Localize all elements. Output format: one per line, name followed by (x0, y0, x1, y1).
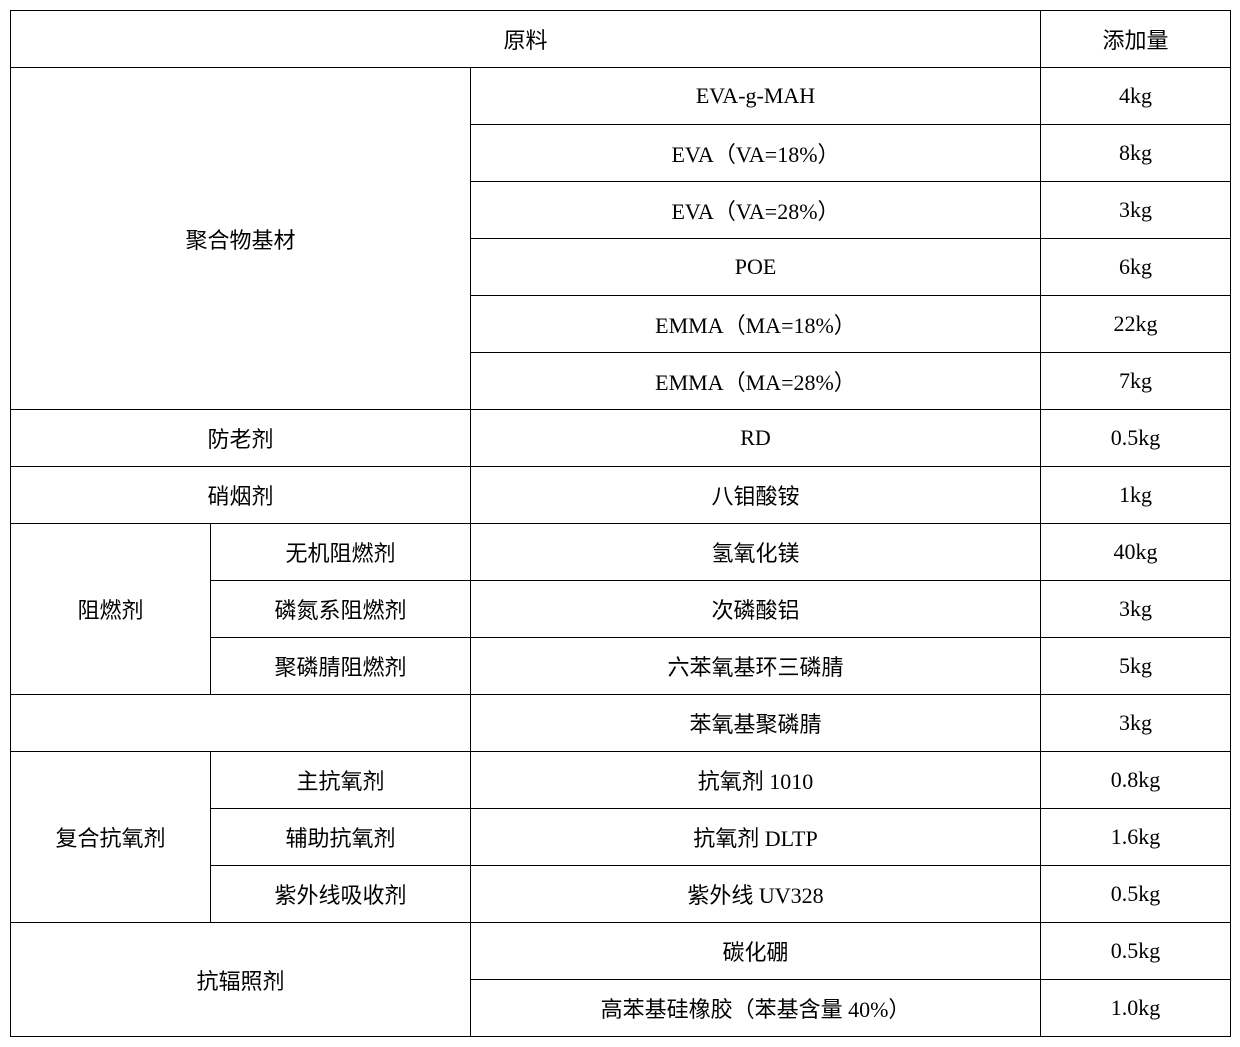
materials-table: 原料 添加量 聚合物基材 EVA-g-MAH 4kg EVA（VA=18%） 8… (10, 10, 1231, 1037)
amount-cell: 0.5kg (1041, 866, 1231, 923)
table-row: 防老剂 RD 0.5kg (11, 410, 1231, 467)
table-row: 抗辐照剂 碳化硼 0.5kg (11, 923, 1231, 980)
table-row: 阻燃剂 无机阻燃剂 氢氧化镁 40kg (11, 524, 1231, 581)
table-row: 苯氧基聚磷腈 3kg (11, 695, 1231, 752)
subcategory-cell: 磷氮系阻燃剂 (211, 581, 471, 638)
amount-cell: 1.0kg (1041, 980, 1231, 1037)
subcategory-cell: 辅助抗氧剂 (211, 809, 471, 866)
material-cell: RD (471, 410, 1041, 467)
material-cell: 抗氧剂 DLTP (471, 809, 1041, 866)
amount-cell: 1kg (1041, 467, 1231, 524)
category-cell: 阻燃剂 (11, 524, 211, 695)
material-cell: EVA（VA=28%） (471, 182, 1041, 239)
material-cell: 碳化硼 (471, 923, 1041, 980)
amount-cell: 4kg (1041, 68, 1231, 125)
material-cell: 抗氧剂 1010 (471, 752, 1041, 809)
subcategory-cell: 聚磷腈阻燃剂 (211, 638, 471, 695)
amount-cell: 3kg (1041, 581, 1231, 638)
material-cell: 紫外线 UV328 (471, 866, 1041, 923)
material-cell: EMMA（MA=18%） (471, 296, 1041, 353)
amount-cell: 6kg (1041, 239, 1231, 296)
subcategory-cell: 紫外线吸收剂 (211, 866, 471, 923)
material-cell: 苯氧基聚磷腈 (471, 695, 1041, 752)
table-row: 聚合物基材 EVA-g-MAH 4kg (11, 68, 1231, 125)
material-cell: 高苯基硅橡胶（苯基含量 40%） (471, 980, 1041, 1037)
table-row: 硝烟剂 八钼酸铵 1kg (11, 467, 1231, 524)
subcategory-cell: 无机阻燃剂 (211, 524, 471, 581)
material-cell: 次磷酸铝 (471, 581, 1041, 638)
amount-cell: 40kg (1041, 524, 1231, 581)
amount-cell: 3kg (1041, 695, 1231, 752)
category-cell: 复合抗氧剂 (11, 752, 211, 923)
amount-cell: 1.6kg (1041, 809, 1231, 866)
amount-cell: 5kg (1041, 638, 1231, 695)
material-cell: 六苯氧基环三磷腈 (471, 638, 1041, 695)
header-raw-material: 原料 (11, 11, 1041, 68)
amount-cell: 7kg (1041, 353, 1231, 410)
amount-cell: 0.5kg (1041, 410, 1231, 467)
subcategory-cell: 主抗氧剂 (211, 752, 471, 809)
category-cell: 抗辐照剂 (11, 923, 471, 1037)
category-cell-blank (11, 695, 471, 752)
category-cell: 防老剂 (11, 410, 471, 467)
amount-cell: 0.8kg (1041, 752, 1231, 809)
amount-cell: 0.5kg (1041, 923, 1231, 980)
category-cell: 聚合物基材 (11, 68, 471, 410)
material-cell: 八钼酸铵 (471, 467, 1041, 524)
material-cell: 氢氧化镁 (471, 524, 1041, 581)
header-amount: 添加量 (1041, 11, 1231, 68)
category-cell: 硝烟剂 (11, 467, 471, 524)
material-cell: EVA-g-MAH (471, 68, 1041, 125)
amount-cell: 22kg (1041, 296, 1231, 353)
table-row: 复合抗氧剂 主抗氧剂 抗氧剂 1010 0.8kg (11, 752, 1231, 809)
material-cell: POE (471, 239, 1041, 296)
amount-cell: 8kg (1041, 125, 1231, 182)
table-header-row: 原料 添加量 (11, 11, 1231, 68)
material-cell: EVA（VA=18%） (471, 125, 1041, 182)
material-cell: EMMA（MA=28%） (471, 353, 1041, 410)
amount-cell: 3kg (1041, 182, 1231, 239)
